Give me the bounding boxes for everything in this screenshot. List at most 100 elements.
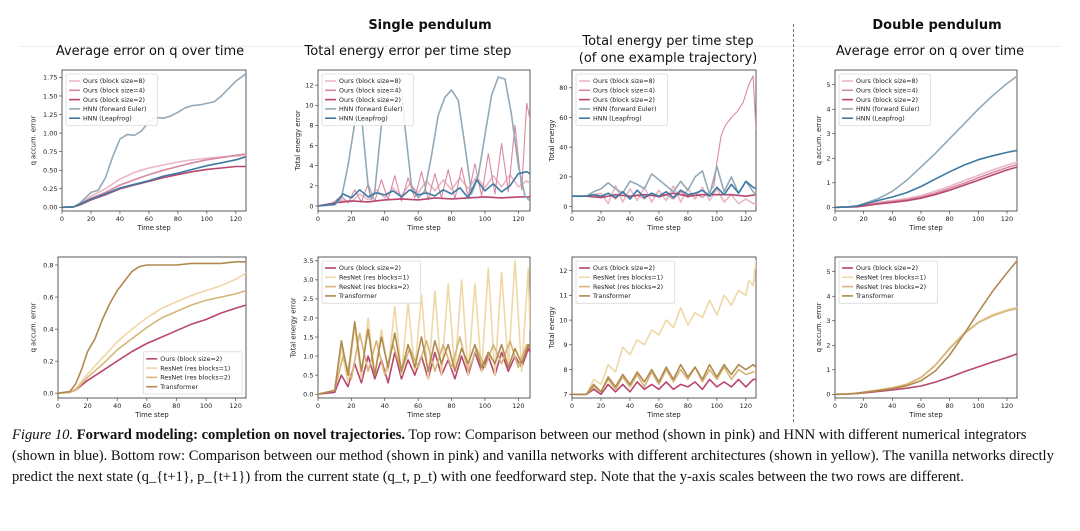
y-tick-label: 1.25	[43, 111, 57, 119]
legend-label: HNN (Leapfrog)	[593, 115, 642, 122]
legend-label: HNN (Leapfrog)	[83, 115, 132, 122]
legend-box	[838, 260, 939, 304]
x-tick-label: 100	[711, 402, 723, 410]
x-tick-label: 80	[447, 215, 455, 223]
x-tick-label: 120	[512, 215, 524, 223]
x-tick-label: 60	[655, 402, 663, 410]
y-tick-label: 9	[563, 341, 567, 349]
x-axis-label: Time step	[134, 411, 169, 419]
x-tick-label: 80	[684, 402, 692, 410]
legend-label: Ours (block size=8)	[856, 78, 918, 85]
x-tick-label: 40	[626, 215, 634, 223]
legend: Ours (block size=2) ResNet (res blocks=1)…	[838, 260, 939, 304]
y-tick-label: 0.6	[43, 293, 53, 301]
series-line	[318, 170, 530, 207]
figure-caption: Figure 10. Forward modeling: completion …	[12, 425, 1070, 488]
x-tick-label: 0	[316, 402, 320, 410]
x-tick-label: 120	[230, 215, 242, 223]
x-axis-label: Time step	[908, 224, 943, 232]
caption-label: Figure 10.	[12, 427, 74, 443]
y-tick-label: 10	[559, 316, 567, 324]
x-axis-label: Time step	[406, 224, 441, 232]
x-tick-label: 80	[174, 215, 182, 223]
x-tick-label: 20	[860, 215, 868, 223]
series-group	[62, 72, 246, 209]
y-tick-label: 3.5	[303, 257, 313, 265]
y-tick-label: 5	[826, 81, 830, 89]
plot-title-q-single: Average error on q over time	[55, 44, 245, 59]
y-tick-label: 11	[559, 292, 567, 300]
y-tick-label: 12	[305, 81, 313, 89]
y-tick-label: 0.50	[43, 166, 57, 174]
y-tick-label: 0	[826, 204, 830, 212]
y-axis-label: q accum. error	[30, 115, 38, 165]
y-tick-label: 1	[826, 179, 830, 187]
x-tick-label: 60	[917, 215, 925, 223]
x-axis-label: Time step	[406, 411, 441, 419]
legend-label: Ours (block size=2)	[160, 356, 222, 363]
legend-label: Transformer	[592, 293, 631, 300]
plot-title-energy: Total energy per time step	[582, 34, 754, 49]
y-axis-label: Total energy error	[294, 110, 302, 172]
legend: Ours (block size=2) ResNet (res blocks=1)…	[575, 260, 676, 304]
y-tick-label: 40	[559, 143, 567, 151]
x-axis-label: Time step	[646, 224, 681, 232]
y-tick-label: 2.5	[303, 295, 313, 303]
series-line	[572, 363, 756, 396]
series-group	[835, 259, 1017, 396]
x-tick-label: 40	[888, 402, 896, 410]
caption-heading: Forward modeling: completion on novel tr…	[76, 427, 406, 443]
x-tick-label: 100	[972, 215, 984, 223]
x-tick-label: 100	[479, 215, 491, 223]
series-line	[62, 154, 246, 209]
x-tick-label: 0	[833, 215, 837, 223]
series-group	[835, 75, 1017, 209]
series-line	[572, 366, 756, 396]
legend-label: Transformer	[159, 384, 198, 391]
x-tick-label: 20	[347, 402, 355, 410]
legend-box	[142, 351, 243, 395]
legend: Ours (block size=8) Ours (block size=4) Ou…	[575, 73, 668, 126]
legend-label: Ours (block size=2)	[593, 265, 655, 272]
y-tick-label: 0.00	[43, 204, 57, 212]
chart-top-energy-error-single: 0 20 40 60 80 100 120 0 2 4 6 8 10 12 Time step Total e…	[294, 69, 531, 232]
series-line	[318, 321, 530, 395]
x-tick-label: 100	[200, 402, 212, 410]
y-tick-label: 6	[309, 142, 313, 150]
legend-label: Ours (block size=4)	[856, 88, 918, 95]
x-tick-label: 40	[381, 215, 389, 223]
legend-label: ResNet (res blocks=1)	[593, 275, 663, 282]
header-rule	[20, 46, 1060, 47]
group-separator	[793, 24, 794, 422]
y-axis-label: q accum. error	[30, 302, 38, 352]
legend-label: ResNet (res blocks=2)	[339, 284, 409, 291]
x-tick-label: 100	[201, 215, 213, 223]
y-tick-label: 8	[563, 366, 567, 374]
x-tick-label: 120	[1001, 215, 1013, 223]
legend-label: Ours (block size=2)	[593, 97, 655, 104]
x-tick-label: 80	[684, 215, 692, 223]
y-tick-label: 8	[309, 122, 313, 130]
y-axis-label: Total energy	[548, 307, 556, 350]
y-tick-label: 0	[826, 391, 830, 399]
x-tick-label: 60	[655, 215, 663, 223]
legend-label: Ours (block size=8)	[593, 78, 655, 85]
x-tick-label: 20	[87, 215, 95, 223]
legend-box	[575, 260, 676, 304]
x-axis-label: Time step	[136, 224, 171, 232]
legend-label: Ours (block size=8)	[83, 78, 145, 85]
legend: Ours (block size=2) ResNet (res blocks=1)…	[142, 351, 243, 395]
y-axis-label: q accum. error	[815, 115, 823, 165]
legend-label: ResNet (res blocks=2)	[856, 284, 926, 291]
series-line	[572, 378, 756, 396]
legend-label: ResNet (res blocks=1)	[160, 365, 230, 372]
y-tick-label: 2	[309, 182, 313, 190]
series-line	[572, 75, 756, 200]
y-tick-label: 3	[826, 130, 830, 138]
x-tick-label: 40	[888, 215, 896, 223]
y-tick-label: 2.0	[303, 314, 313, 322]
y-axis-label: Total energy error	[290, 297, 298, 359]
chart-bottom-energy-error-single: 0 20 40 60 80 100 120 0.0 0.5 1.0 1.5 2.0 2.5 3.0 3.5 T…	[290, 256, 531, 419]
series-line	[572, 165, 756, 197]
x-tick-label: 0	[833, 402, 837, 410]
